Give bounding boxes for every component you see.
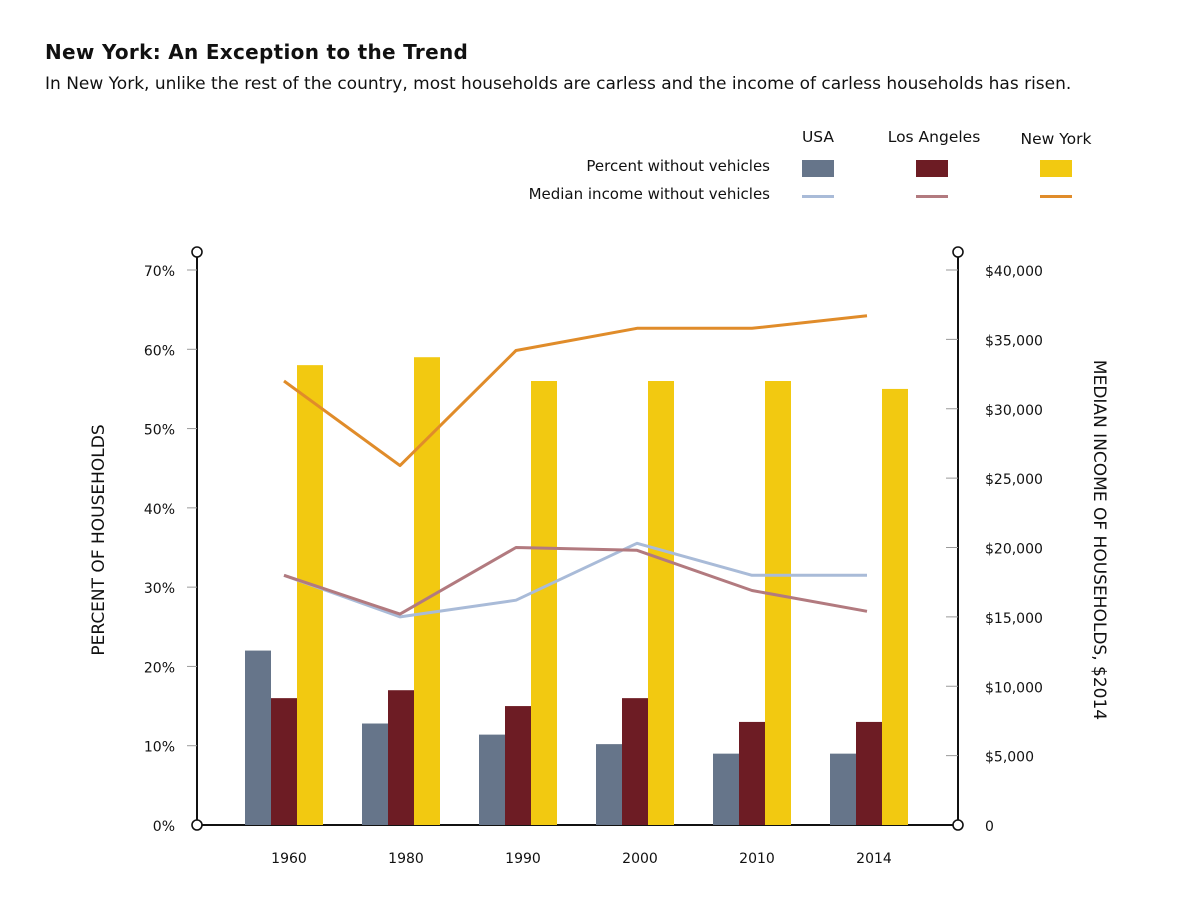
chart-title: New York: An Exception to the Trend (45, 40, 469, 64)
right-tick-label-5: $25,000 (985, 472, 1043, 488)
bar-usa-1960 (245, 650, 271, 825)
bar-usa-2000 (596, 744, 622, 825)
line-ny-income (283, 314, 868, 468)
legend-swatch-usa-bar (802, 160, 834, 177)
bar-usa-1980 (362, 723, 388, 825)
bar-ny-1990 (531, 381, 557, 825)
right-tick-label-1: $5,000 (985, 750, 1034, 766)
left-tick-label-1: 10% (144, 740, 175, 756)
y-axis-title: PERCENT OF HOUSEHOLDS (89, 424, 109, 655)
x-tick-label-2014: 2014 (856, 851, 892, 867)
legend-swatch-la-bar (916, 160, 948, 177)
x-tick-label-1960: 1960 (271, 851, 307, 867)
bar-ny-2014 (882, 388, 908, 825)
axis-labels: 0% 10% 20% 30% 40% 50% 60% 70% 0 $5,000 $10,000 $15… (89, 264, 1109, 867)
x-tick-label-2010: 2010 (739, 851, 775, 867)
x-tick-label-1990: 1990 (505, 851, 541, 867)
legend-column-new-york: New York (1020, 130, 1092, 148)
left-tick-label-4: 40% (144, 502, 175, 518)
bar-usa-2010 (713, 753, 739, 825)
x-tick-label-1980: 1980 (388, 851, 424, 867)
left-tick-label-7: 70% (144, 264, 175, 280)
bar-usa-2014 (830, 753, 856, 825)
bar-ny-1980 (414, 357, 440, 825)
right-tick-label-3: $15,000 (985, 611, 1043, 627)
bar-la-2000 (622, 698, 648, 825)
axis-endpoint-3 (952, 819, 964, 831)
legend-swatch-ny-line (1040, 195, 1072, 198)
x-tick-label-2000: 2000 (622, 851, 658, 867)
bar-la-1990 (505, 706, 531, 825)
right-tick-label-2: $10,000 (985, 680, 1043, 696)
axis-endpoint-2 (191, 819, 203, 831)
left-tick-label-3: 30% (144, 581, 175, 597)
y2-axis-title: MEDIAN INCOME OF HOUSEHOLDS, $2014 (1089, 360, 1109, 720)
axis-endpoint-0 (191, 246, 203, 258)
legend-column-los-angeles: Los Angeles (887, 128, 981, 146)
bar-ny-2010 (765, 381, 791, 825)
left-tick-label-5: 50% (144, 423, 175, 439)
bar-la-1980 (388, 690, 414, 825)
left-tick-label-2: 20% (144, 660, 175, 676)
bar-la-2014 (856, 721, 882, 825)
bar-ny-2000 (648, 381, 674, 825)
axis-endpoint-1 (952, 246, 964, 258)
right-tick-label-6: $30,000 (985, 403, 1043, 419)
legend-swatch-ny-bar (1040, 160, 1072, 177)
legend-column-usa: USA (801, 128, 835, 146)
bar-ny-1960 (297, 365, 323, 825)
bar-marks (245, 357, 908, 825)
left-tick-label-6: 60% (144, 343, 175, 359)
bar-la-1960 (271, 698, 297, 825)
legend-swatch-usa-line (802, 195, 834, 198)
legend-swatch-la-line (916, 195, 948, 198)
left-tick-label-0: 0% (153, 819, 175, 835)
legend-row-income: Median income without vehicles (528, 185, 770, 203)
line-la-income (283, 546, 868, 616)
right-tick-label-0: 0 (985, 819, 994, 835)
bar-usa-1990 (479, 734, 505, 825)
chart-subtitle: In New York, unlike the rest of the coun… (45, 74, 1072, 94)
right-tick-label-7: $35,000 (985, 333, 1043, 349)
right-tick-label-8: $40,000 (985, 264, 1043, 280)
right-tick-label-4: $20,000 (985, 542, 1043, 558)
line-marks (283, 314, 868, 619)
legend-row-percent: Percent without vehicles (586, 157, 770, 175)
bar-la-2010 (739, 721, 765, 825)
line-usa-income (283, 541, 867, 619)
